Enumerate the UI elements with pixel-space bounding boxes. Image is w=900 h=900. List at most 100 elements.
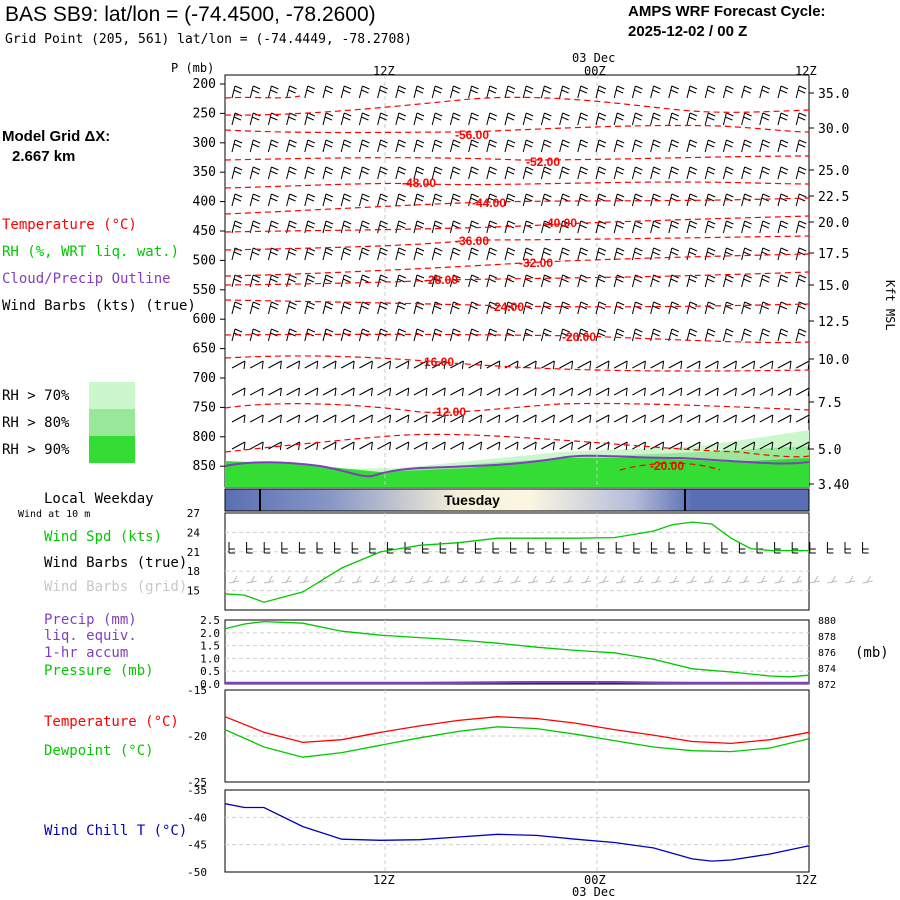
wind-barb xyxy=(777,274,789,288)
wind-barb xyxy=(795,85,807,99)
wind-barb xyxy=(686,274,698,288)
wind-barb xyxy=(559,387,574,397)
wind-barb xyxy=(613,166,625,180)
wind-barb xyxy=(249,387,264,397)
contour-label: -28.00 xyxy=(424,273,458,287)
sfc-wind-barb-grid xyxy=(299,575,310,584)
contour-label: -20.00 xyxy=(562,330,596,344)
wind-barb xyxy=(413,112,425,126)
pressure-axis-label: P (mb) xyxy=(171,61,214,75)
wind-barb xyxy=(395,85,406,99)
sfc-wind-barb-grid xyxy=(739,575,750,584)
cross-section-panel: -56.00 -52.00 -48.00 -44.00 -40.00 -36.00 -32.… xyxy=(171,61,897,493)
wind-barb xyxy=(431,220,443,234)
wind-barb xyxy=(741,247,752,261)
wind-barb xyxy=(486,193,497,207)
wind-barb xyxy=(504,387,519,397)
wind-barb xyxy=(231,387,246,397)
height-tick-label: 5.0 xyxy=(818,443,841,458)
precip-tick: 2.0 xyxy=(200,627,220,640)
wind-barb xyxy=(723,387,737,397)
wind-barb xyxy=(759,328,770,342)
wind-barb xyxy=(522,274,534,288)
wind-barb xyxy=(249,193,261,207)
sfc-wind-barb-true xyxy=(316,542,323,554)
pressure-tick-label: 800 xyxy=(193,430,216,445)
wind-barb xyxy=(559,414,574,424)
wind-barb xyxy=(522,112,534,126)
wind-barb xyxy=(395,247,406,261)
sfc-wind-barb-grid xyxy=(563,575,574,584)
wind-barb xyxy=(577,85,588,99)
wind-barb xyxy=(286,274,297,288)
wind-barb xyxy=(722,247,734,261)
temperature-tick: -20 xyxy=(187,730,207,743)
contour-line xyxy=(224,402,810,413)
wind-barb xyxy=(741,85,752,99)
wind-barb xyxy=(777,139,789,153)
time-tick-12z-bottom: 12Z xyxy=(373,873,395,887)
wind-barb xyxy=(704,387,719,397)
legend-rh70-swatch xyxy=(89,382,135,409)
wind-barb xyxy=(413,193,425,207)
legend-precip-liq: liq. equiv. xyxy=(44,628,137,644)
wind-barb xyxy=(650,328,661,342)
wind-barb xyxy=(468,85,479,99)
sfc-wind-barb-grid xyxy=(668,575,680,584)
wind-barb xyxy=(358,112,370,126)
wind-barb xyxy=(668,139,679,153)
model-grid-value: 2.667 km xyxy=(12,148,76,165)
rh90-area xyxy=(225,458,809,487)
sfc-wind-barb-true xyxy=(545,542,552,554)
wind-chill-line xyxy=(224,803,810,862)
wind-barb xyxy=(650,139,661,153)
wind-height-note: Wind at 10 m xyxy=(18,509,91,520)
wind-barb xyxy=(632,387,646,397)
page-title: BAS SB9: lat/lon = (-74.4500, -78.2600) xyxy=(5,3,376,26)
wind-barb xyxy=(595,247,607,261)
model-grid-label: Model Grid ΔX: xyxy=(2,128,111,145)
pressure-tick-label: 600 xyxy=(193,312,216,327)
wind-barb xyxy=(413,360,428,370)
wind-barb xyxy=(486,85,497,99)
legend-rh: RH (%, WRT liq. wat.) xyxy=(2,244,180,260)
wind-barb xyxy=(522,247,534,261)
sfc-wind-barb-grid xyxy=(440,575,451,584)
sfc-wind-barb-grid xyxy=(246,575,257,584)
wind-barb xyxy=(359,414,373,424)
wind-barb xyxy=(650,85,661,99)
wind-barb xyxy=(540,85,552,99)
wind-barb xyxy=(249,441,264,451)
wind-chill-panel: -35 -40 -45 -50 xyxy=(187,784,810,879)
wind-barb xyxy=(431,166,443,180)
wind-barb xyxy=(522,387,537,397)
pressure-tick-label: 650 xyxy=(193,342,216,357)
sfc-wind-barb-true xyxy=(334,542,341,554)
wind-barb xyxy=(686,166,698,180)
wind-barb xyxy=(377,414,392,424)
wind-barb xyxy=(504,112,516,126)
pressure-tick-label: 200 xyxy=(193,77,216,92)
wind-barb xyxy=(431,193,443,207)
wind-barb xyxy=(632,414,646,424)
wind-barb xyxy=(322,441,337,451)
wind-barb xyxy=(358,274,370,288)
sfc-wind-barb-true xyxy=(527,542,535,554)
sfc-wind-barb-grid xyxy=(369,575,380,584)
wind-barb xyxy=(450,387,464,397)
sfc-wind-barb-true xyxy=(721,542,728,554)
wind-barb xyxy=(759,85,770,99)
wind-barb xyxy=(304,387,319,397)
wind-barb xyxy=(413,166,425,180)
wind-barb xyxy=(231,139,243,153)
pressure-tick: 872 xyxy=(818,680,836,691)
height-tick-label: 10.0 xyxy=(818,353,849,368)
wind-chill-tick-labels: -35 -40 -45 -50 xyxy=(187,784,207,879)
wind-barb xyxy=(795,139,807,153)
height-tick-label: 25.0 xyxy=(818,164,849,179)
sfc-wind-barb-true xyxy=(862,542,869,554)
wind-barb xyxy=(559,85,570,99)
wind-chill-tick: -35 xyxy=(187,784,207,797)
wind-barb xyxy=(722,139,734,153)
wind-barb xyxy=(286,85,297,99)
